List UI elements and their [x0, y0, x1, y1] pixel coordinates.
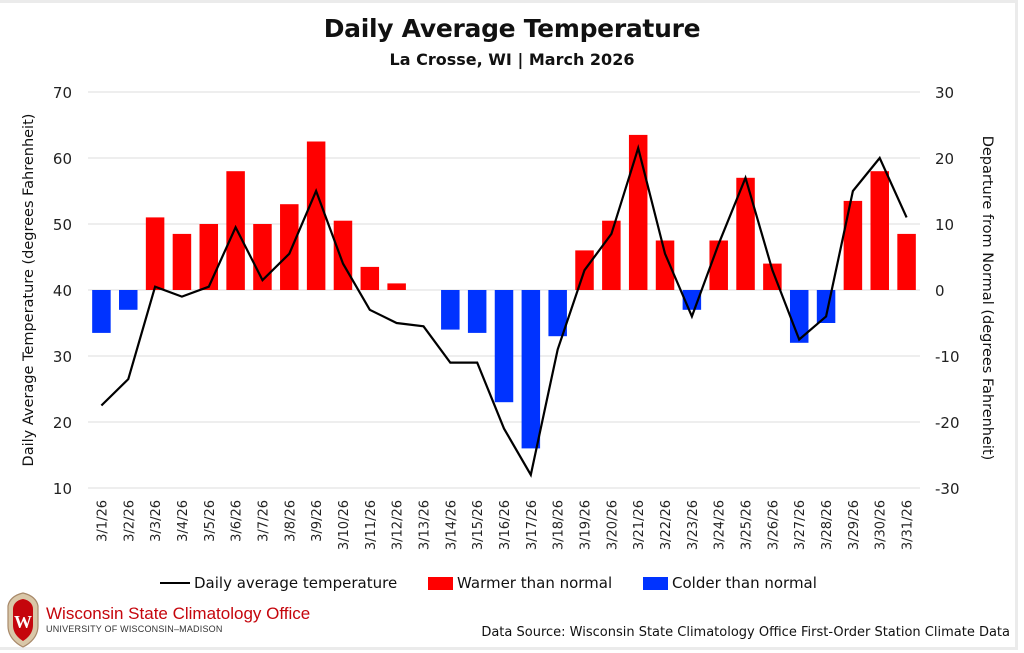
data-source: Data Source: Wisconsin State Climatology… [481, 625, 1010, 640]
x-tick-label: 3/19/26 [579, 500, 594, 550]
bar-warmer [843, 200, 863, 290]
legend-item-cold: Colder than normal [643, 574, 817, 592]
x-tick-label: 3/16/26 [498, 500, 513, 550]
x-tick-label: 3/25/26 [740, 500, 755, 550]
x-tick-label: 3/28/26 [820, 500, 835, 550]
right-tick-label: 30 [935, 84, 954, 102]
departure-bars [92, 134, 916, 449]
x-tick-label: 3/24/26 [713, 500, 728, 550]
x-tick-label: 3/20/26 [605, 500, 620, 550]
x-tick-label: 3/31/26 [901, 500, 916, 550]
bar-warmer [172, 233, 192, 290]
legend-warm-label: Warmer than normal [457, 574, 613, 592]
legend-line-label: Daily average temperature [194, 574, 398, 592]
x-tick-label: 3/22/26 [659, 500, 674, 550]
wsco-logo: W Wisconsin State Climatology Office UNI… [6, 592, 310, 648]
x-tick-label: 3/6/26 [230, 500, 245, 542]
x-tick-label: 3/14/26 [444, 500, 459, 550]
bar-warmer [897, 233, 916, 290]
x-tick-label: 3/27/26 [793, 500, 808, 550]
right-tick-label: 10 [935, 216, 954, 234]
x-tick-label: 3/12/26 [391, 500, 406, 550]
bar-colder [92, 290, 111, 333]
x-tick-label: 3/15/26 [471, 500, 486, 550]
bar-warmer [199, 224, 219, 290]
bar-warmer [602, 220, 621, 290]
right-tick-label: -20 [935, 414, 960, 432]
logo-name: Wisconsin State Climatology Office [46, 604, 311, 623]
bar-warmer [360, 266, 380, 290]
x-tick-label: 3/2/26 [122, 500, 137, 542]
x-tick-label: 3/8/26 [283, 500, 298, 542]
legend-item-warm: Warmer than normal [428, 574, 612, 592]
temperature-line-path [100, 144, 908, 478]
bar-warmer [387, 283, 406, 290]
bar-warmer [145, 217, 165, 290]
chart-title: Daily Average Temperature [323, 14, 701, 43]
bar-warmer [709, 240, 728, 290]
x-tick-label: 3/13/26 [418, 500, 433, 550]
bar-warmer [280, 204, 299, 290]
x-tick-label: 3/7/26 [257, 500, 272, 542]
bar-colder [119, 290, 138, 310]
bar-colder [467, 290, 487, 333]
right-tick-label: -10 [935, 348, 960, 366]
bar-warmer [870, 171, 889, 290]
x-tick-label: 3/4/26 [176, 500, 191, 542]
logo-subname: UNIVERSITY OF WISCONSIN–MADISON [46, 624, 223, 634]
legend-item-line: Daily average temperature [160, 574, 397, 592]
bar-colder [816, 290, 836, 323]
svg-text:W: W [14, 612, 32, 632]
x-tick-label: 3/11/26 [364, 500, 379, 550]
left-tick-label: 70 [53, 84, 72, 102]
x-tick-label: 3/3/26 [149, 500, 164, 542]
uw-crest-icon: W [7, 592, 39, 648]
chart-subtitle: La Crosse, WI | March 2026 [389, 50, 635, 69]
legend-cold-label: Colder than normal [672, 574, 817, 592]
x-tick-label: 3/30/26 [874, 500, 889, 550]
bar-warmer [253, 224, 272, 290]
bar-warmer [226, 171, 245, 290]
x-tick-label: 3/26/26 [766, 500, 781, 550]
left-tick-label: 30 [53, 348, 72, 366]
x-tick-label: 3/9/26 [310, 500, 325, 542]
bar-warmer [628, 134, 648, 290]
x-tick-label: 3/10/26 [337, 500, 352, 550]
left-axis-ticks: 70 60 50 40 30 20 10 [53, 84, 72, 498]
left-tick-label: 60 [53, 150, 72, 168]
bar-colder [494, 290, 514, 403]
bar-colder [441, 290, 460, 330]
left-tick-label: 50 [53, 216, 72, 234]
left-tick-label: 10 [53, 480, 72, 498]
right-tick-label: 0 [935, 282, 945, 300]
left-tick-label: 40 [53, 282, 72, 300]
bar-warmer [655, 240, 675, 290]
bar-warmer [333, 220, 353, 290]
x-tick-label: 3/17/26 [525, 500, 540, 550]
x-axis-ticks: 3/1/26 3/2/26 3/3/26 3/4/26 3/5/26 3/6/26 3/7/… [95, 500, 915, 550]
legend-warm-swatch [428, 576, 453, 590]
x-tick-label: 3/23/26 [686, 500, 701, 550]
legend: Daily average temperature Warmer than no… [0, 574, 1024, 596]
bar-warmer [736, 177, 755, 290]
x-tick-label: 3/5/26 [203, 500, 218, 542]
bar-warmer [306, 141, 326, 290]
x-tick-label: 3/18/26 [552, 500, 567, 550]
right-axis-ticks: 30 20 10 0 -10 -20 -30 [935, 84, 960, 498]
bar-colder [521, 290, 541, 449]
right-tick-label: -30 [935, 480, 960, 498]
legend-cold-swatch [643, 576, 668, 590]
right-axis-title: Departure from Normal (degrees Fahrenhei… [979, 136, 995, 461]
legend-line-swatch [160, 582, 190, 584]
temperature-line [100, 144, 908, 478]
left-axis-title: Daily Average Temperature (degrees Fahre… [21, 114, 37, 467]
left-tick-label: 20 [53, 414, 72, 432]
bar-colder [548, 290, 567, 337]
right-tick-label: 20 [935, 150, 954, 168]
x-tick-label: 3/1/26 [95, 500, 110, 542]
x-tick-label: 3/29/26 [847, 500, 862, 550]
x-tick-label: 3/21/26 [632, 500, 647, 550]
